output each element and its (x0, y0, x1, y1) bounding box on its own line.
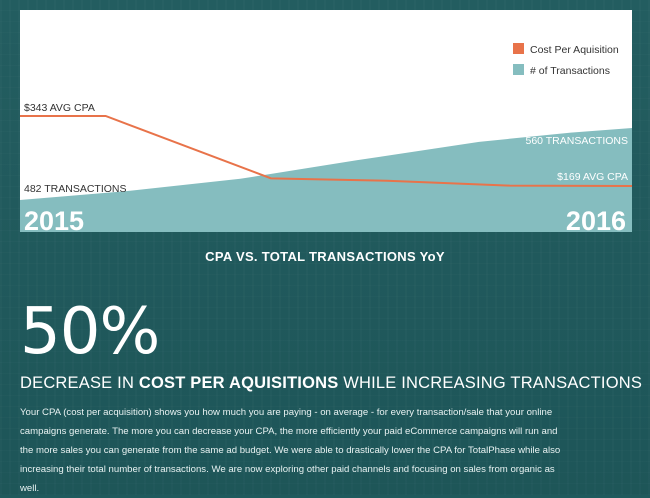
chart-panel: $343 AVG CPA $169 AVG CPA 482 TRANSACTIONS… (20, 10, 632, 232)
headline-prefix: DECREASE IN (20, 374, 139, 392)
stat-number: 50% (20, 295, 160, 369)
headline-suffix: WHILE INCREASING TRANSACTIONS (338, 374, 643, 392)
year-label-end: 2016 (566, 206, 626, 232)
legend-label-transactions: # of Transactions (530, 65, 610, 77)
transactions-end-label: 560 TRANSACTIONS (525, 135, 628, 147)
cpa-line (20, 115, 632, 187)
headline-strong: COST PER AQUISITIONS (138, 374, 339, 392)
legend-label-cpa: Cost Per Aquisition (530, 44, 619, 56)
transactions-start-label: 482 TRANSACTIONS (24, 183, 127, 195)
cpa-start-label: $343 AVG CPA (24, 102, 95, 114)
year-label-start: 2015 (24, 206, 84, 232)
chart-title: CPA VS. TOTAL TRANSACTIONS YoY (205, 249, 445, 264)
cpa-end-label: $169 AVG CPA (557, 171, 628, 183)
body-paragraph: Your CPA (cost per acquisition) shows yo… (20, 407, 561, 494)
stat-headline: DECREASE IN COST PER AQUISITIONS WHILE I… (20, 374, 643, 393)
legend-swatch-transactions (513, 64, 524, 75)
chart-svg: $343 AVG CPA $169 AVG CPA 482 TRANSACTIONS… (20, 43, 632, 232)
legend-swatch-cpa (513, 43, 524, 54)
